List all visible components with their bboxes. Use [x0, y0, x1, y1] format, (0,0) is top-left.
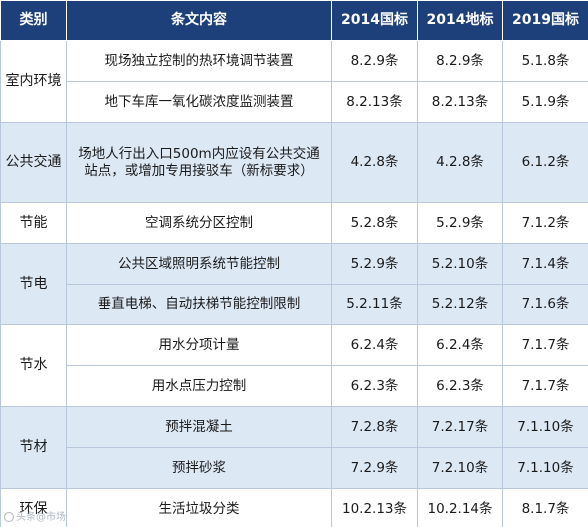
table-row: 地下车库一氧化碳浓度监测装置 8.2.13条 8.2.13条 5.1.9条: [1, 81, 588, 123]
value-2014-local: 8.2.13条: [417, 81, 503, 123]
category-cell: 节电: [0, 243, 67, 325]
category-cell: 节水: [0, 324, 67, 407]
table-row: 节电 公共区域照明系统节能控制 5.2.9条 5.2.10条 7.1.4条: [0, 243, 588, 325]
value-2019-national: 7.1.6条: [502, 284, 588, 325]
category-cell: 公共交通: [0, 122, 67, 203]
value-2014-national: 8.2.13条: [331, 81, 418, 123]
table-row: 垂直电梯、自动扶梯节能控制限制 5.2.11条 5.2.12条 7.1.6条: [1, 284, 588, 325]
value-2014-national: 6.2.4条: [331, 324, 418, 366]
category-cell: 节能: [0, 202, 67, 244]
value-2019-national: 7.1.10条: [502, 406, 588, 448]
clause-cell: 现场独立控制的热环境调节装置: [66, 40, 332, 82]
header-2014-national: 2014国标: [331, 0, 418, 41]
table-row: 节材 预拌混凝土 7.2.8条 7.2.17条 7.1.10条: [0, 406, 588, 489]
value-2014-national: 10.2.13条: [331, 488, 418, 527]
clause-cell: 用水分项计量: [66, 324, 332, 366]
value-2019-national: 7.1.7条: [502, 365, 588, 407]
clause-cell: 预拌混凝土: [66, 406, 332, 448]
value-2014-local: 10.2.14条: [417, 488, 503, 527]
table-row: 用水点压力控制 6.2.3条 6.2.3条 7.1.7条: [1, 365, 588, 407]
clause-cell: 公共区域照明系统节能控制: [66, 243, 332, 285]
header-2019-national: 2019国标: [502, 0, 588, 41]
header-clause: 条文内容: [66, 0, 332, 41]
value-2014-local: 5.2.9条: [417, 202, 503, 244]
value-2014-national: 5.2.9条: [331, 243, 418, 285]
table-row: 公共交通 场地人行出入口500m内应设有公共交通站点，或增加专用接驳车（新标要求…: [0, 122, 588, 203]
table-row: 预拌砂浆 7.2.9条 7.2.10条 7.1.10条: [1, 447, 588, 489]
value-2019-national: 7.1.4条: [502, 243, 588, 285]
value-2019-national: 7.1.2条: [502, 202, 588, 244]
clause-cell: 垂直电梯、自动扶梯节能控制限制: [66, 284, 332, 325]
value-2014-national: 7.2.8条: [331, 406, 418, 448]
value-2014-local: 7.2.10条: [417, 447, 503, 489]
clause-cell: 用水点压力控制: [66, 365, 332, 407]
value-2014-local: 8.2.9条: [417, 40, 503, 82]
category-cell: 室内环境: [0, 40, 67, 123]
value-2014-local: 6.2.3条: [417, 365, 503, 407]
clause-cell: 地下车库一氧化碳浓度监测装置: [66, 81, 332, 123]
category-cell: 节材: [0, 406, 67, 489]
value-2014-local: 5.2.10条: [417, 243, 503, 285]
value-2014-local: 7.2.17条: [417, 406, 503, 448]
value-2014-local: 4.2.8条: [417, 122, 503, 203]
table-row: 室内环境 现场独立控制的热环境调节装置 8.2.9条 8.2.9条 5.1.8条: [0, 40, 588, 123]
table-row: 环保 生活垃圾分类 10.2.13条 10.2.14条 8.1.7条: [0, 488, 588, 527]
table-row: 节能 空调系统分区控制 5.2.8条 5.2.9条 7.1.2条: [0, 202, 588, 244]
clause-cell: 场地人行出入口500m内应设有公共交通站点，或增加专用接驳车（新标要求）: [66, 122, 332, 203]
value-2019-national: 5.1.8条: [502, 40, 588, 82]
watermark-icon: [4, 512, 14, 522]
clause-cell: 预拌砂浆: [66, 447, 332, 489]
value-2014-local: 6.2.4条: [417, 324, 503, 366]
clause-cell: 生活垃圾分类: [66, 488, 332, 527]
value-2014-national: 4.2.8条: [331, 122, 418, 203]
table-row: 节水 用水分项计量 6.2.4条 6.2.4条 7.1.7条: [0, 324, 588, 407]
value-2014-national: 6.2.3条: [331, 365, 418, 407]
value-2014-national: 5.2.11条: [331, 284, 418, 325]
value-2014-national: 8.2.9条: [331, 40, 418, 82]
category-cell: 环保: [0, 488, 67, 527]
value-2019-national: 7.1.7条: [502, 324, 588, 366]
header-category: 类别: [0, 0, 67, 41]
watermark: 头条@市场: [4, 508, 66, 523]
clause-cell: 空调系统分区控制: [66, 202, 332, 244]
value-2014-national: 5.2.8条: [331, 202, 418, 244]
header-row: 类别 条文内容 2014国标 2014地标 2019国标: [0, 0, 588, 41]
value-2019-national: 5.1.9条: [502, 81, 588, 123]
value-2019-national: 6.1.2条: [502, 122, 588, 203]
watermark-text: 头条@市场: [16, 512, 66, 523]
header-2014-local: 2014地标: [417, 0, 503, 41]
value-2014-national: 7.2.9条: [331, 447, 418, 489]
value-2014-local: 5.2.12条: [417, 284, 503, 325]
value-2019-national: 8.1.7条: [502, 488, 588, 527]
value-2019-national: 7.1.10条: [502, 447, 588, 489]
